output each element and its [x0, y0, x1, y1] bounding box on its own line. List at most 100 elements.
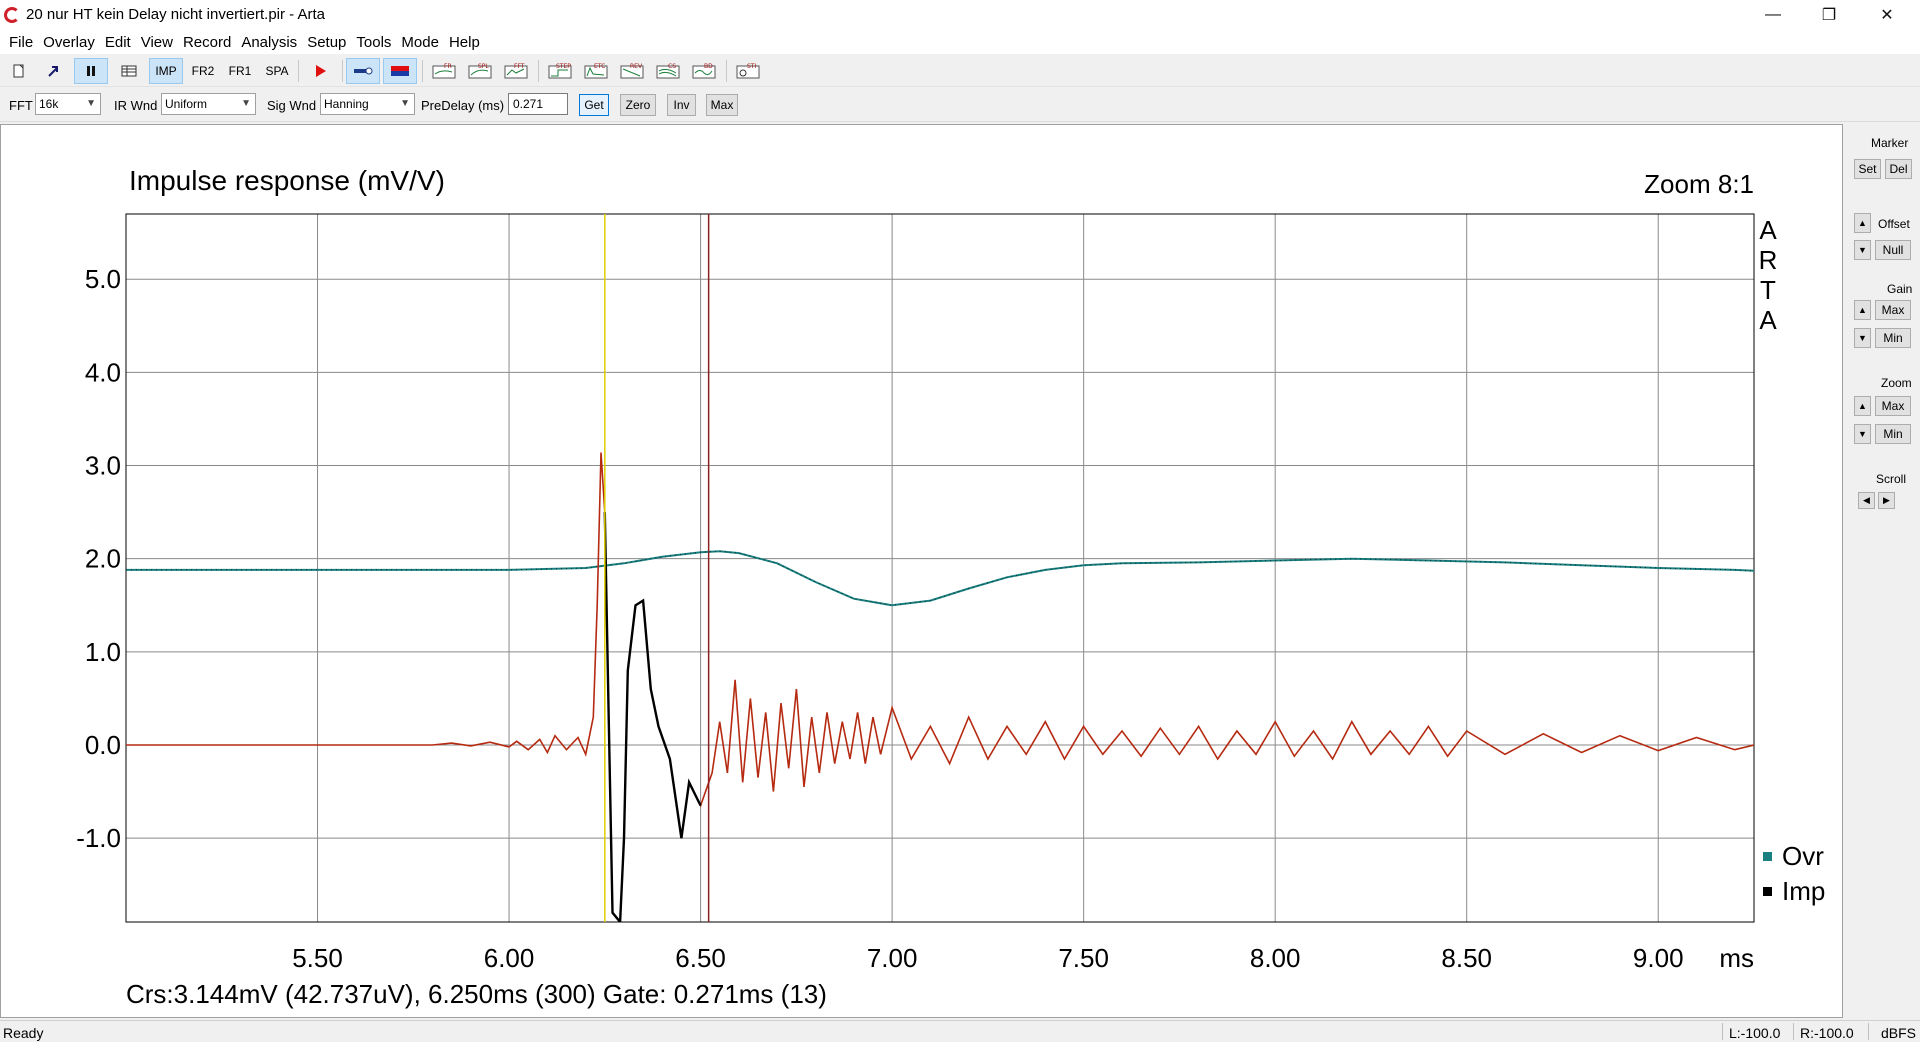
x-axis-unit: ms — [1719, 943, 1754, 973]
spl-graph-button[interactable]: SPL — [463, 58, 497, 84]
get-button[interactable]: Get — [579, 94, 609, 116]
svg-text:FFT: FFT — [514, 63, 525, 70]
gain-max-button[interactable]: Max — [1875, 300, 1911, 320]
level-unit: dBFS — [1881, 1025, 1917, 1041]
offset-label: Offset — [1878, 217, 1910, 231]
offset-up-button[interactable]: ▲ — [1854, 213, 1871, 233]
plot-canvas[interactable]: Impulse response (mV/V) Zoom 8:1 5.50 6.00 6… — [1, 125, 1844, 1019]
etc-button[interactable]: ETC — [579, 58, 613, 84]
x-tick-label: 6.50 — [675, 943, 726, 973]
scroll-right-button[interactable]: ▶ — [1878, 492, 1895, 509]
play-icon — [316, 65, 326, 77]
bd-button[interactable]: BD — [687, 58, 721, 84]
imp-mode-button[interactable]: IMP — [149, 58, 183, 84]
fr1-mode-button[interactable]: FR1 — [223, 58, 257, 84]
colors-button[interactable] — [383, 58, 417, 84]
max-button[interactable]: Max — [706, 94, 738, 116]
menu-edit[interactable]: Edit — [104, 33, 131, 51]
open-button[interactable] — [36, 58, 70, 84]
inv-label: Inv — [673, 98, 690, 112]
menu-setup[interactable]: Setup — [307, 33, 347, 51]
gain-up-button[interactable]: ▲ — [1854, 300, 1871, 320]
fr2-label: FR2 — [191, 64, 215, 78]
arrow-down-icon: ▼ — [1858, 245, 1867, 255]
zoom-down-button[interactable]: ▼ — [1854, 424, 1871, 444]
menu-overlay[interactable]: Overlay — [43, 33, 95, 51]
chevron-down-icon: ▼ — [86, 98, 96, 109]
step-chart-icon: STEP — [548, 63, 572, 79]
minimize-icon: — — [1765, 6, 1781, 23]
generator-button[interactable] — [346, 58, 380, 84]
zero-button[interactable]: Zero — [620, 94, 656, 116]
del-label: Del — [1889, 162, 1908, 176]
sti-button[interactable]: STI — [731, 58, 765, 84]
status-divider — [1793, 1023, 1794, 1040]
ir-window-value: Uniform — [165, 97, 208, 111]
marker-set-button[interactable]: Set — [1854, 159, 1881, 179]
x-tick-label: 8.00 — [1250, 943, 1301, 973]
reverb-button[interactable]: REV — [615, 58, 649, 84]
arta-brand-letter: T — [1760, 275, 1776, 305]
signal-window-select[interactable]: Hanning ▼ — [320, 93, 415, 115]
offset-null-button[interactable]: Null — [1875, 240, 1911, 260]
new-button[interactable] — [2, 58, 36, 84]
toolbar-separator — [298, 60, 299, 82]
toolbar-separator — [726, 60, 727, 82]
legend-ovr-swatch — [1763, 852, 1772, 861]
arrow-left-icon: ◀ — [1863, 495, 1870, 505]
generator-icon — [354, 67, 373, 75]
zoom-max-button[interactable]: Max — [1875, 396, 1911, 416]
x-tick-label: 6.00 — [484, 943, 535, 973]
zoom-min-button[interactable]: Min — [1875, 424, 1911, 444]
x-tick-label: 5.50 — [292, 943, 343, 973]
reverb-chart-icon: REV — [620, 63, 644, 79]
fr2-mode-button[interactable]: FR2 — [186, 58, 220, 84]
maximize-button[interactable]: ❐ — [1806, 0, 1852, 30]
gain-min-button[interactable]: Min — [1875, 328, 1911, 348]
gain-min-label: Min — [1883, 331, 1903, 345]
arta-app-icon — [4, 7, 20, 23]
menu-mode[interactable]: Mode — [401, 33, 439, 51]
spa-mode-button[interactable]: SPA — [260, 58, 294, 84]
step-response-button[interactable]: STEP — [543, 58, 577, 84]
x-tick-label: 9.00 — [1633, 943, 1684, 973]
menu-record[interactable]: Record — [182, 33, 232, 51]
chart-title: Impulse response (mV/V) — [129, 165, 445, 196]
status-text: Ready — [3, 1025, 44, 1041]
predelay-input[interactable]: 0.271 — [508, 93, 568, 115]
y-tick-label: 5.0 — [85, 264, 121, 294]
menu-help[interactable]: Help — [448, 33, 480, 51]
y-tick-label: 1.0 — [85, 637, 121, 667]
fr-graph-button[interactable]: FR — [427, 58, 461, 84]
fft-chart-icon: FFT — [504, 63, 528, 79]
invert-button[interactable]: Inv — [667, 94, 696, 116]
offset-down-button[interactable]: ▼ — [1854, 240, 1871, 260]
svg-text:SPL: SPL — [478, 63, 489, 70]
menu-analysis[interactable]: Analysis — [241, 33, 298, 51]
impulse-response-plot[interactable]: Impulse response (mV/V) Zoom 8:1 5.50 6.00 6… — [0, 124, 1843, 1018]
cumulative-spectrum-button[interactable]: CS — [651, 58, 685, 84]
fft-size-select[interactable]: 16k ▼ — [35, 93, 101, 115]
arrow-down-icon: ▼ — [1858, 429, 1867, 439]
minimize-button[interactable]: — — [1750, 0, 1796, 30]
marker-label: Marker — [1871, 136, 1909, 150]
fft-graph-button[interactable]: FFT — [499, 58, 533, 84]
menu-view[interactable]: View — [140, 33, 173, 51]
marker-del-button[interactable]: Del — [1885, 159, 1912, 179]
color-swatch-icon — [391, 66, 409, 76]
pause-button[interactable] — [74, 58, 108, 84]
gain-down-button[interactable]: ▼ — [1854, 328, 1871, 348]
record-button[interactable] — [303, 58, 337, 84]
imp-series-line — [126, 452, 1754, 922]
close-button[interactable]: ✕ — [1864, 0, 1910, 30]
menu-tools[interactable]: Tools — [356, 33, 392, 51]
spl-chart-icon: SPL — [468, 63, 492, 79]
svg-text:CS: CS — [668, 63, 676, 70]
predelay-label: PreDelay (ms) — [421, 98, 505, 113]
menu-file[interactable]: File — [9, 33, 34, 51]
table-button[interactable] — [112, 58, 146, 84]
x-tick-label: 8.50 — [1441, 943, 1492, 973]
ir-window-select[interactable]: Uniform ▼ — [161, 93, 256, 115]
scroll-left-button[interactable]: ◀ — [1858, 492, 1875, 509]
zoom-up-button[interactable]: ▲ — [1854, 396, 1871, 416]
